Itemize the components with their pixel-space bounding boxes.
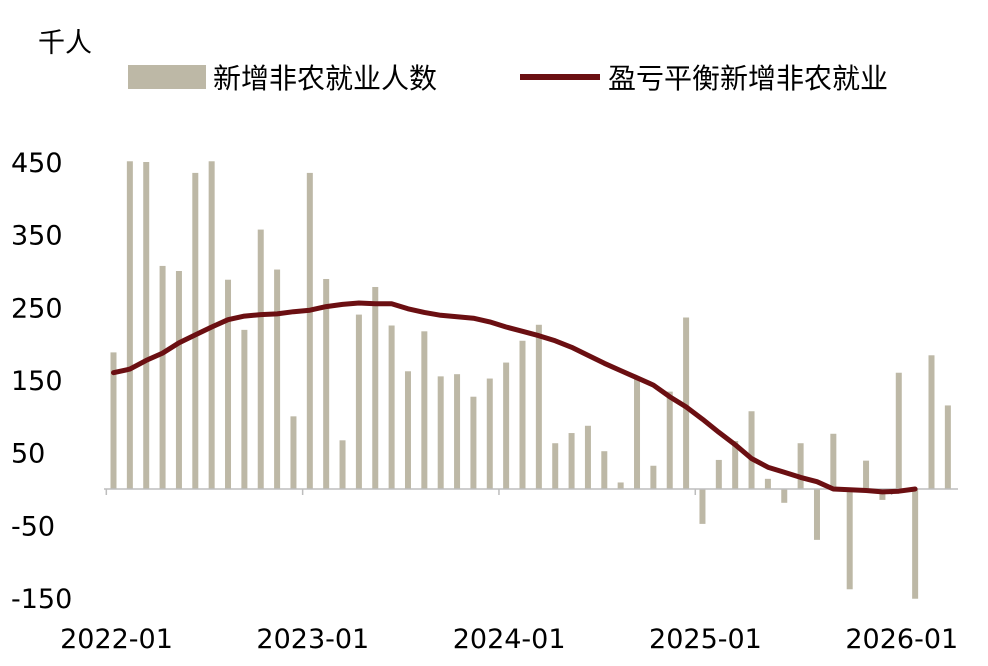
bar (355, 314, 362, 489)
bar (225, 279, 232, 489)
bar (388, 325, 395, 489)
x-tick-label: 2022-01 (60, 624, 173, 655)
y-axis-ticks: 450 350 250 150 50 -50 -150 (11, 148, 72, 615)
legend-line-label: 盈亏平衡新增非农就业 (608, 62, 888, 95)
bar (552, 443, 559, 489)
breakeven-line (111, 300, 918, 495)
bar (143, 162, 150, 489)
y-tick-label: 50 (11, 439, 45, 470)
legend: 新增非农就业人数 盈亏平衡新增非农就业 (128, 62, 888, 95)
bar (895, 372, 902, 489)
y-tick-label: -150 (11, 584, 72, 615)
y-tick-label: 350 (11, 221, 63, 252)
bar (830, 433, 837, 489)
bar (470, 396, 477, 489)
bar (944, 405, 951, 489)
y-tick-label: 150 (11, 366, 63, 397)
bar (503, 362, 510, 489)
legend-bar-swatch (128, 65, 206, 89)
bar (634, 377, 641, 489)
bar (339, 440, 346, 489)
line-series (111, 300, 918, 495)
bar (846, 489, 853, 590)
y-tick-label: 450 (11, 148, 63, 179)
x-tick-label: 2026-01 (845, 624, 958, 655)
bar (126, 161, 133, 490)
bar (748, 411, 755, 489)
y-unit-label: 千人 (38, 28, 92, 59)
bar (306, 172, 313, 489)
bar (257, 229, 264, 489)
bar (879, 489, 886, 500)
bar (486, 378, 493, 489)
bar (666, 391, 673, 489)
bar (797, 443, 804, 489)
bar (683, 317, 690, 489)
bar (323, 278, 330, 489)
bar (715, 459, 722, 489)
bar (404, 371, 411, 489)
bar (535, 324, 542, 489)
bar-series (110, 161, 951, 599)
x-tick-label: 2024-01 (453, 624, 566, 655)
bar (928, 355, 935, 489)
bar (912, 489, 919, 599)
bar (372, 286, 379, 489)
y-tick-label: -50 (11, 511, 55, 542)
bar (781, 489, 788, 503)
bar (863, 460, 870, 489)
bar (650, 465, 657, 489)
y-tick-label: 250 (11, 293, 63, 324)
bar (175, 271, 182, 489)
bar (421, 331, 428, 489)
bar (584, 425, 591, 489)
bar (601, 451, 608, 489)
bar (454, 374, 461, 489)
bar (274, 269, 281, 489)
bar (764, 478, 771, 489)
bar (159, 265, 166, 489)
bar (813, 489, 820, 540)
bar (568, 433, 575, 489)
bar (241, 329, 248, 489)
bar (699, 489, 706, 524)
legend-bar-label: 新增非农就业人数 (213, 62, 437, 95)
x-tick-label: 2023-01 (256, 624, 369, 655)
bar (290, 416, 297, 489)
bar (732, 441, 739, 489)
bar (617, 482, 624, 489)
x-tick-label: 2025-01 (649, 624, 762, 655)
x-axis-ticks: 2022-01 2023-01 2024-01 2025-01 2026-01 (60, 624, 958, 655)
bar (437, 376, 444, 489)
bar (110, 352, 117, 489)
bar (192, 172, 199, 489)
bar (519, 340, 526, 489)
